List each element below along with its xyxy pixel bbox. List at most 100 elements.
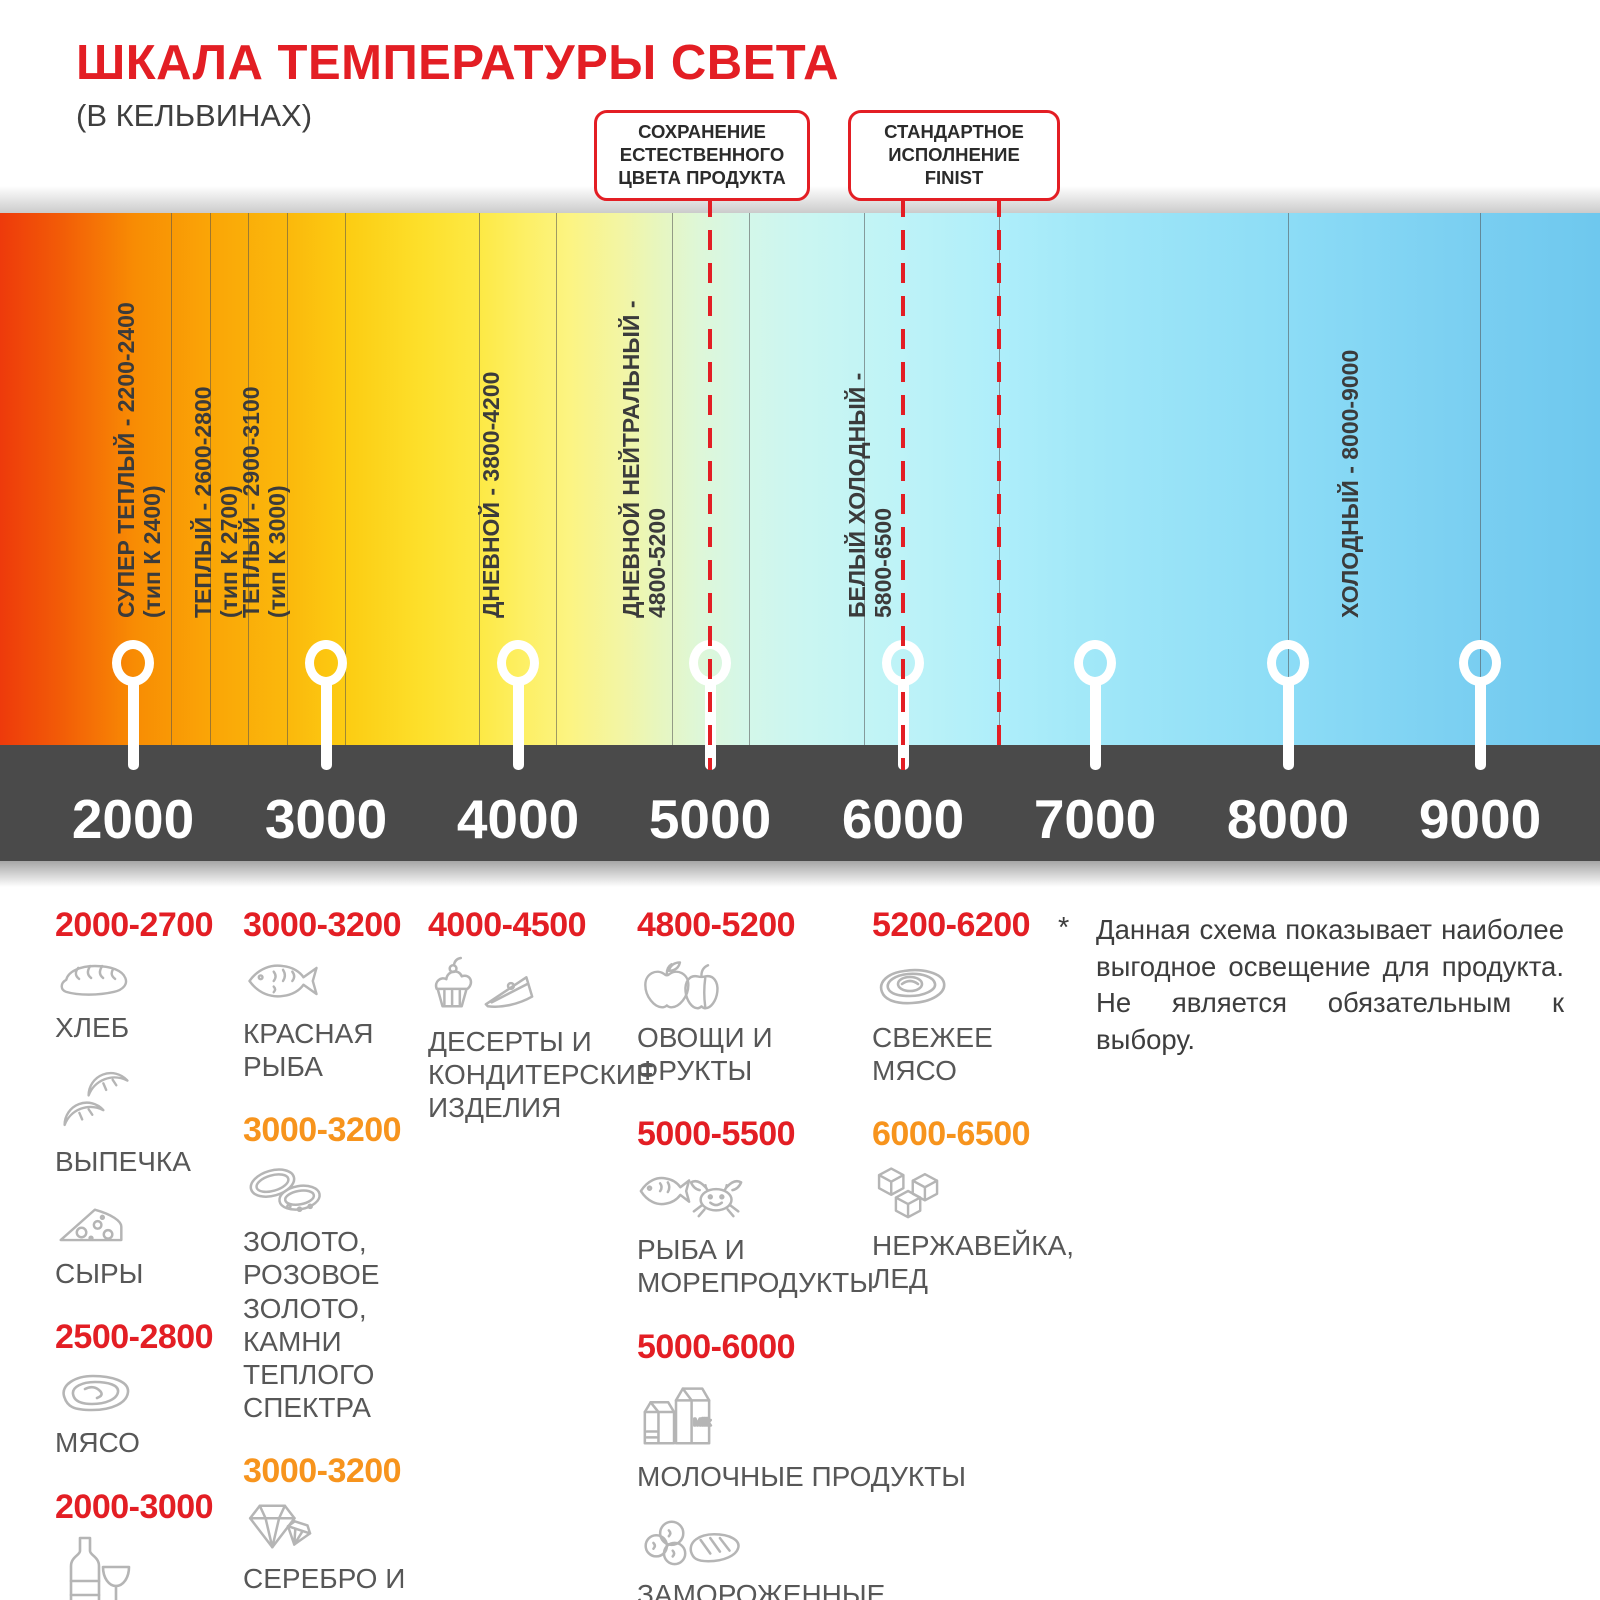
zone-divider xyxy=(556,213,557,745)
callout-natural-color-label: СОХРАНЕНИЕ ЕСТЕСТВЕННОГО ЦВЕТА ПРОДУКТА xyxy=(618,121,786,188)
item-label: ДЕСЕРТЫ И КОНДИТЕРСКИЕ ИЗДЕЛИЯ xyxy=(428,1025,655,1123)
milk-icon xyxy=(637,1375,857,1456)
page-title: ШКАЛА ТЕМПЕРАТУРЫ СВЕТА xyxy=(76,36,840,90)
list-item: НЕРЖАВЕЙКА, ЛЕД xyxy=(872,1162,1074,1295)
frozen-food-icon xyxy=(637,1513,857,1574)
produce-icon xyxy=(637,954,857,1017)
gold-rings-icon xyxy=(243,1158,438,1221)
axis-tick-9000: 9000 xyxy=(1418,788,1542,850)
zone-divider xyxy=(479,213,480,745)
category-group: 3000-3200 ЗОЛОТО, РОЗОВОЕ ЗОЛОТО, КАМНИ … xyxy=(243,1110,438,1424)
page-subtitle: (В КЕЛЬВИНАХ) xyxy=(76,98,313,134)
category-column-3: 4000-4500 ДЕСЕРТЫ И КОНДИТЕРСКИЕ ИЗДЕЛИЯ xyxy=(428,906,655,1154)
guide-line-6500k xyxy=(997,197,1001,745)
item-label: СЕРЕБРО И БРИЛЛИАНТЫ xyxy=(243,1563,438,1600)
zone-divider xyxy=(171,213,172,745)
list-item: РЫБА И МОРЕПРОДУКТЫ xyxy=(637,1162,874,1299)
fresh-meat-icon xyxy=(872,954,1067,1017)
item-label: МЯСО xyxy=(55,1427,140,1459)
ice-icon xyxy=(872,1162,1067,1225)
kelvin-range-badge: 2000-2700 xyxy=(55,906,214,944)
category-group: 3000-3200 СЕРЕБРО И БРИЛЛИАНТЫ xyxy=(243,1451,438,1600)
list-item: ДЕСЕРТЫ И КОНДИТЕРСКИЕ ИЗДЕЛИЯ xyxy=(428,954,655,1124)
item-label: СВЕЖЕЕ МЯСО xyxy=(872,1021,993,1086)
callout-natural-color: СОХРАНЕНИЕ ЕСТЕСТВЕННОГО ЦВЕТА ПРОДУКТА xyxy=(594,110,810,201)
kelvin-axis: 2000 3000 4000 5000 6000 7000 8000 9000 xyxy=(0,745,1600,861)
list-item: СВЕЖЕЕ МЯСО xyxy=(872,954,1067,1087)
zone-divider xyxy=(287,213,288,745)
kelvin-range-badge: 5200-6200 xyxy=(872,906,1031,944)
zone-sub: (тип К 3000) xyxy=(264,485,290,618)
kelvin-range-badge: 4000-4500 xyxy=(428,906,587,944)
zone-divider xyxy=(1288,213,1289,745)
footnote: * Данная схема показывает наиболее выгод… xyxy=(1058,912,1564,1058)
zone-name: БЕЛЫЙ ХОЛОДНЫЙ - xyxy=(844,372,870,618)
axis-bottom-shadow xyxy=(0,861,1600,887)
meat-icon xyxy=(55,1365,235,1422)
item-label: ОВОЩИ И ФРУКТЫ xyxy=(637,1021,773,1086)
list-item: МОЛОЧНЫЕ ПРОДУКТЫ xyxy=(637,1375,967,1493)
zone-name: ХОЛОДНЫЙ - 8000-9000 xyxy=(1337,349,1363,618)
footnote-text: Данная схема показывает наиболее выгодно… xyxy=(1096,914,1564,1055)
item-label: СЫРЫ xyxy=(55,1257,144,1289)
list-item: ХЛЕБ xyxy=(55,954,235,1044)
category-column-4: 4800-5200 ОВОЩИ И ФРУКТЫ 5000-5500 РЫБА … xyxy=(637,906,967,1600)
category-group: 4800-5200 ОВОЩИ И ФРУКТЫ xyxy=(637,906,857,1087)
axis-tick-2000: 2000 xyxy=(71,788,195,850)
zone-sub: (тип К 2400) xyxy=(139,485,165,618)
zone-name: ТЕПЛЫЙ - 2900-3100 xyxy=(238,386,264,618)
item-label: КРАСНАЯ РЫБА xyxy=(243,1017,374,1082)
zone-name: СУПЕР ТЕПЛЫЙ - 2200-2400 xyxy=(113,302,139,618)
item-label: ЗАМОРОЖЕННЫЕ ПОЛУФАБРИКАТЫ xyxy=(637,1579,886,1600)
zone-sub: 5800-6500 xyxy=(870,508,896,618)
guide-line-5000k xyxy=(708,197,712,770)
item-label: ХЛЕБ xyxy=(55,1011,130,1043)
category-group: 2000-2700 ХЛЕБ ВЫПЕЧКА СЫРЫ xyxy=(55,906,235,1290)
fish-icon xyxy=(243,954,438,1013)
list-item: СЫРЫ xyxy=(55,1198,235,1290)
category-group: 5200-6200 СВЕЖЕЕ МЯСО xyxy=(872,906,1067,1087)
category-group: 2500-2800 МЯСО xyxy=(55,1319,235,1460)
kelvin-range-badge: 3000-3200 xyxy=(243,906,402,944)
zone-name: ДНЕВНОЙ НЕЙТРАЛЬНЫЙ - xyxy=(618,300,644,619)
item-label: МОЛОЧНЫЕ ПРОДУКТЫ xyxy=(637,1461,967,1493)
bread-icon xyxy=(55,954,235,1007)
header: ШКАЛА ТЕМПЕРАТУРЫ СВЕТА (В КЕЛЬВИНАХ) xyxy=(76,36,840,134)
zone-divider xyxy=(672,213,673,745)
list-item: ЗОЛОТО, РОЗОВОЕ ЗОЛОТО, КАМНИ ТЕПЛОГО СП… xyxy=(243,1158,438,1423)
list-item: МЯСО xyxy=(55,1365,235,1459)
dessert-icon xyxy=(428,954,633,1021)
zone-divider xyxy=(1480,213,1481,745)
diamond-icon xyxy=(243,1499,438,1558)
guide-line-6000k xyxy=(901,197,905,770)
axis-tick-6000: 6000 xyxy=(841,788,965,850)
kelvin-range-badge: 5000-5500 xyxy=(637,1114,796,1153)
kelvin-range-badge: 5000-6000 xyxy=(637,1327,796,1366)
zone-sub: 4800-5200 xyxy=(644,508,670,618)
axis-tick-3000: 3000 xyxy=(264,788,388,850)
category-group: 4000-4500 ДЕСЕРТЫ И КОНДИТЕРСКИЕ ИЗДЕЛИЯ xyxy=(428,906,655,1124)
axis-tick-4000: 4000 xyxy=(456,788,580,850)
temperature-gradient-band xyxy=(0,213,1600,745)
list-item: ВЫПЕЧКА xyxy=(55,1064,235,1178)
zone-name: ДНЕВНОЙ - 3800-4200 xyxy=(478,371,504,618)
kelvin-range-badge: 3000-3200 xyxy=(243,1451,402,1490)
axis-tick-5000: 5000 xyxy=(648,788,772,850)
item-label: ВЫПЕЧКА xyxy=(55,1145,191,1177)
zone-divider xyxy=(749,213,750,745)
list-item: ОВОЩИ И ФРУКТЫ xyxy=(637,954,857,1087)
item-label: ЗОЛОТО, РОЗОВОЕ ЗОЛОТО, КАМНИ ТЕПЛОГО СП… xyxy=(243,1226,380,1423)
category-group: 5000-5500 РЫБА И МОРЕПРОДУКТЫ xyxy=(637,1114,874,1300)
kelvin-range-badge: 4800-5200 xyxy=(637,906,796,944)
category-group: 6000-6500 НЕРЖАВЕЙКА, ЛЕД xyxy=(872,1116,1074,1296)
list-item: ЗАМОРОЖЕННЫЕ ПОЛУФАБРИКАТЫ xyxy=(637,1513,886,1600)
category-group: 2000-3000 АКОГОЛЬ xyxy=(55,1489,235,1600)
seafood-icon xyxy=(637,1162,857,1229)
croissant-icon xyxy=(55,1064,235,1141)
category-column-5: 5200-6200 СВЕЖЕЕ МЯСО 6000-6500 НЕРЖАВЕЙ… xyxy=(872,906,1074,1326)
kelvin-range-badge: 3000-3200 xyxy=(243,1110,402,1149)
list-item: АКОГОЛЬ xyxy=(55,1535,235,1600)
axis-tick-8000: 8000 xyxy=(1226,788,1350,850)
list-item: КРАСНАЯ РЫБА xyxy=(243,954,438,1083)
footnote-asterisk: * xyxy=(1058,912,1070,944)
